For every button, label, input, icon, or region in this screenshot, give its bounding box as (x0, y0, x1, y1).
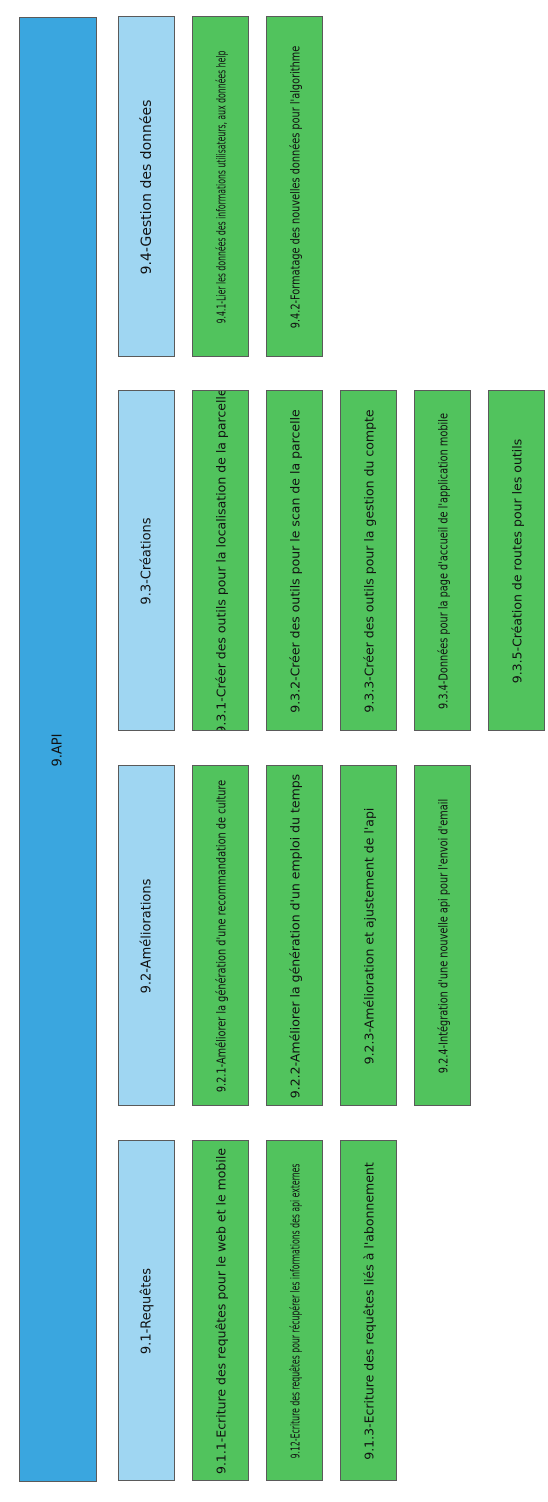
task-9-1-3: 9.1.3-Ecriture des requêtes liés à l'abo… (340, 1140, 397, 1481)
task-9-3-5: 9.3.5-Création de routes pour les outils (488, 390, 545, 731)
task-label: 9.1.1-Ecriture des requêtes pour le web … (213, 1147, 228, 1474)
task-label: 9.3.1-Créer des outils pour la localisat… (213, 390, 228, 731)
task-label: 9.2.3-Amélioration et ajustement de l'ap… (361, 807, 376, 1064)
category-gestion-donnees: 9.4-Gestion des données (118, 16, 175, 357)
task-9-3-3: 9.3.3-Créer des outils pour la gestion d… (340, 390, 397, 731)
task-9-1-2: 9.12-Ecriture des requêtes pour récupére… (266, 1140, 323, 1481)
category-label: 9.4-Gestion des données (138, 99, 155, 274)
category-label: 9.3-Créations (139, 516, 154, 605)
task-9-3-2: 9.3.2-Créer des outils pour le scan de l… (266, 390, 323, 731)
category-label: 9.2-Améliorations (139, 878, 154, 993)
task-label: 9.2.2-Améliorer la génération d'un emplo… (287, 773, 302, 1098)
task-label: 9.2.4-Intégration d'une nouvelle api pou… (435, 798, 450, 1073)
task-label: 9.4.2-Formatage des nouvelles données po… (287, 45, 302, 328)
root-node-api: 9.API (19, 17, 97, 1482)
task-label: 9.3.4-Données pour la page d'accueil de … (435, 412, 450, 709)
task-label: 9.1.3-Ecriture des requêtes liés à l'abo… (361, 1161, 376, 1460)
category-ameliorations: 9.2-Améliorations (118, 765, 175, 1106)
task-9-2-1: 9.2.1-Améliorer la génération d'une reco… (192, 765, 249, 1106)
task-9-2-4: 9.2.4-Intégration d'une nouvelle api pou… (414, 765, 471, 1106)
category-creations: 9.3-Créations (118, 390, 175, 731)
task-9-2-3: 9.2.3-Amélioration et ajustement de l'ap… (340, 765, 397, 1106)
category-label: 9.1-Requêtes (139, 1267, 154, 1354)
root-node-label: 9.API (50, 733, 66, 766)
task-label: 9.3.3-Créer des outils pour la gestion d… (361, 408, 376, 713)
task-label: 9.3.2-Créer des outils pour le scan de l… (287, 408, 302, 713)
task-9-4-2: 9.4.2-Formatage des nouvelles données po… (266, 16, 323, 357)
task-label: 9.3.5-Création de routes pour les outils (509, 438, 524, 683)
task-label: 9.2.1-Améliorer la génération d'une reco… (213, 779, 228, 1092)
task-label: 9.4.1-Lier les données des informations … (213, 50, 228, 323)
task-9-2-2: 9.2.2-Améliorer la génération d'un emplo… (266, 765, 323, 1106)
task-9-4-1: 9.4.1-Lier les données des informations … (192, 16, 249, 357)
task-9-3-1: 9.3.1-Créer des outils pour la localisat… (192, 390, 249, 731)
task-9-3-4: 9.3.4-Données pour la page d'accueil de … (414, 390, 471, 731)
task-label: 9.12-Ecriture des requêtes pour récupére… (287, 1163, 302, 1458)
task-9-1-1: 9.1.1-Ecriture des requêtes pour le web … (192, 1140, 249, 1481)
category-requetes: 9.1-Requêtes (118, 1140, 175, 1481)
